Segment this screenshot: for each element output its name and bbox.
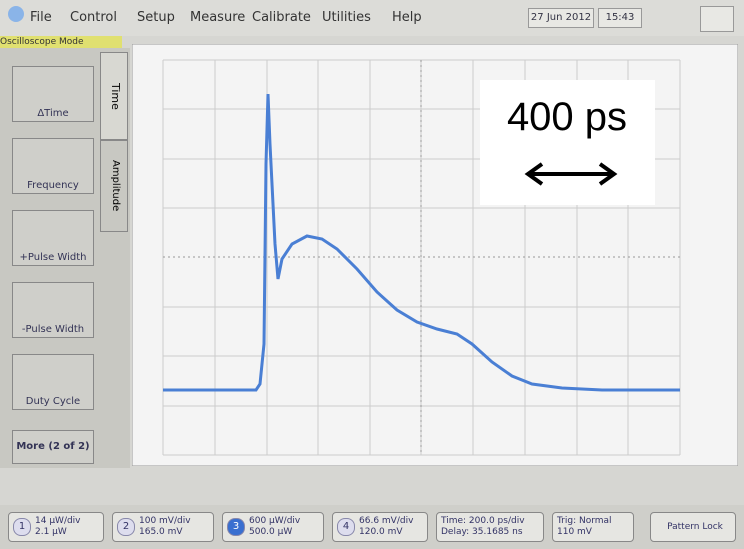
annotation-arrow xyxy=(524,162,618,186)
mode-label: Oscilloscope Mode xyxy=(0,36,122,48)
channel-number: 3 xyxy=(227,518,245,536)
measure-button[interactable]: -Pulse Width xyxy=(12,282,94,338)
annotation-box xyxy=(480,80,655,205)
waveform xyxy=(163,93,680,392)
scale: 66.6 mV/div xyxy=(359,516,414,526)
tab[interactable]: Time xyxy=(100,52,128,140)
menu-item[interactable]: Help xyxy=(392,10,422,25)
menu-item[interactable]: Utilities xyxy=(322,10,371,25)
offset: 165.0 mV xyxy=(139,527,183,537)
more-button[interactable]: More (2 of 2) xyxy=(12,430,94,464)
scale: 14 µW/div xyxy=(35,516,81,526)
trigger[interactable]: Trig: Normal 110 mV xyxy=(552,512,634,542)
trigger-level: 110 mV xyxy=(557,527,592,537)
menu-item[interactable]: Calibrate xyxy=(252,10,311,25)
offset: 500.0 µW xyxy=(249,527,293,537)
channel-number: 4 xyxy=(337,518,355,536)
measure-button[interactable]: ΔTime xyxy=(12,66,94,122)
scale: 100 mV/div xyxy=(139,516,191,526)
screen: 400 ps xyxy=(132,44,738,466)
channel-number: 2 xyxy=(117,518,135,536)
offset: 120.0 mV xyxy=(359,527,403,537)
annotation-text: 400 ps xyxy=(507,95,627,139)
pattern-label: Pattern Lock xyxy=(667,522,723,532)
measure-button[interactable]: Frequency xyxy=(12,138,94,194)
trigger-mode: Trig: Normal xyxy=(557,516,612,526)
date: 27 Jun 2012 xyxy=(528,8,594,28)
menu-item[interactable]: Measure xyxy=(190,10,246,25)
time-scale: Time: 200.0 ps/div xyxy=(441,516,525,526)
scale: 600 µW/div xyxy=(249,516,301,526)
time: 15:43 xyxy=(598,8,642,28)
menu-item[interactable]: Control xyxy=(70,10,117,25)
menu-item[interactable]: Setup xyxy=(137,10,175,25)
measure-button[interactable]: Duty Cycle xyxy=(12,354,94,410)
channel-1[interactable]: 1 14 µW/div 2.1 µW xyxy=(8,512,104,542)
menu-item[interactable]: File xyxy=(30,10,52,25)
measure-button[interactable]: +Pulse Width xyxy=(12,210,94,266)
timebase[interactable]: Time: 200.0 ps/div Delay: 35.1685 ns xyxy=(436,512,544,542)
logo xyxy=(8,6,24,22)
channel-4[interactable]: 4 66.6 mV/div 120.0 mV xyxy=(332,512,428,542)
tab[interactable]: Amplitude xyxy=(100,140,128,232)
channel-2[interactable]: 2 100 mV/div 165.0 mV xyxy=(112,512,214,542)
minimize-button[interactable] xyxy=(700,6,734,32)
offset: 2.1 µW xyxy=(35,527,67,537)
delay: Delay: 35.1685 ns xyxy=(441,527,523,537)
channel-number: 1 xyxy=(13,518,31,536)
channel-3[interactable]: 3 600 µW/div 500.0 µW xyxy=(222,512,324,542)
pattern-lock[interactable]: Pattern Lock xyxy=(650,512,736,542)
